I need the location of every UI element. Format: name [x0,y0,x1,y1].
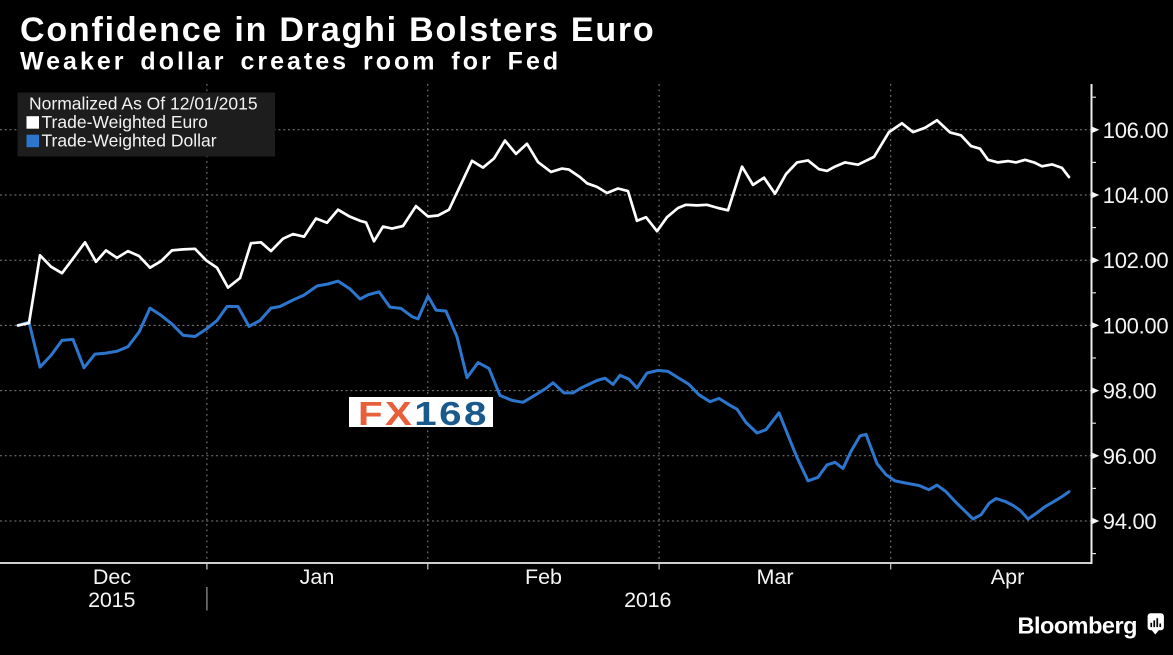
svg-text:Normalized As Of 12/01/2015: Normalized As Of 12/01/2015 [29,94,258,114]
svg-text:96.00: 96.00 [1103,444,1157,469]
svg-text:Mar: Mar [756,565,793,589]
svg-text:Jan: Jan [300,565,335,589]
svg-text:104.00: 104.00 [1103,183,1169,208]
svg-text:Apr: Apr [991,565,1024,589]
svg-text:FX168: FX168 [358,395,489,432]
svg-text:2016: 2016 [624,588,671,612]
svg-text:102.00: 102.00 [1103,248,1169,273]
svg-text:94.00: 94.00 [1103,509,1157,534]
svg-text:106.00: 106.00 [1103,118,1169,143]
svg-text:Trade-Weighted Dollar: Trade-Weighted Dollar [42,131,217,151]
svg-text:Weaker dollar creates room for: Weaker dollar creates room for Fed [20,48,561,76]
svg-text:Trade-Weighted Euro: Trade-Weighted Euro [42,112,208,132]
svg-text:Feb: Feb [525,565,562,589]
svg-text:Bloomberg: Bloomberg [1017,613,1137,639]
svg-text:2015: 2015 [88,588,135,612]
svg-text:Confidence in Draghi Bolsters: Confidence in Draghi Bolsters Euro [20,11,656,49]
svg-text:Dec: Dec [93,565,131,589]
svg-text:98.00: 98.00 [1103,379,1157,404]
svg-text:100.00: 100.00 [1103,313,1169,338]
